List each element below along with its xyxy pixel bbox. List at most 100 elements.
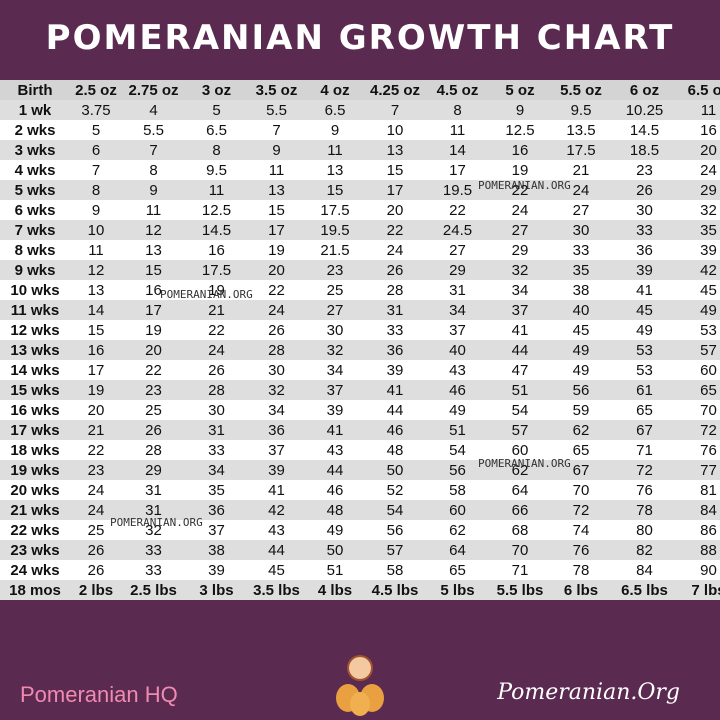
table-row: 10 wks 13 16 19 22 25 28 31 34 38 41 45 — [0, 280, 720, 300]
table-row: 18 wks 22 28 33 37 43 48 54 60 65 71 76 — [0, 440, 720, 460]
table-cell: 28 — [145, 441, 162, 459]
table-cell: 17 — [449, 161, 466, 179]
table-cell: 26 — [612, 180, 677, 200]
table-cell: 18 wks — [10, 441, 60, 459]
table-cell: 40 — [550, 300, 612, 320]
table-cell: 26 — [365, 260, 425, 280]
table-cell: 12.5 — [201, 201, 232, 219]
table-row: 8 wks 11 13 16 19 21.5 24 27 29 33 36 39 — [0, 240, 720, 260]
table-cell: 23 — [122, 380, 185, 400]
table-cell: 62 — [550, 420, 612, 440]
table-cell: 47 — [511, 361, 529, 379]
table-cell: 53 — [636, 361, 653, 379]
table-row: 24 wks 26 33 39 45 51 58 65 71 78 84 90 — [0, 560, 720, 580]
table-cell: 54 — [511, 401, 529, 419]
table-cell: 4 — [122, 100, 185, 120]
table-cell: 40 — [425, 340, 490, 360]
table-row: 17 wks 21 26 31 36 41 46 51 57 62 67 72 — [0, 420, 720, 440]
watermark: POMERANIAN.ORG — [478, 179, 571, 192]
table-cell: 9 — [330, 121, 340, 139]
table-cell: 7 — [122, 140, 185, 160]
table-cell: 78 — [572, 561, 590, 579]
table-cell: 44 — [305, 460, 365, 480]
table-row: 16 wks 20 25 30 34 39 44 49 54 59 65 70 — [0, 400, 720, 420]
footer-right: Pomeranian.Org — [497, 680, 680, 705]
table-cell: 60 — [511, 441, 529, 459]
table-cell: 76 — [636, 481, 653, 499]
table-cell: 54 — [365, 500, 425, 520]
watermark: POMERANIAN.ORG — [478, 457, 571, 470]
table-cell: 27 — [305, 300, 365, 320]
table-cell: 13.5 — [566, 121, 596, 139]
table-cell: 10 — [70, 220, 122, 240]
table-cell: 45 — [612, 300, 677, 320]
table-cell: 33 — [145, 561, 162, 579]
table-cell: 14 — [425, 140, 490, 160]
table-cell: 49 — [572, 361, 590, 379]
table-cell: 8 — [149, 161, 158, 179]
table-cell: 42 — [677, 260, 720, 280]
table-cell: 12.5 — [505, 121, 535, 139]
table-cell: 71 — [511, 561, 529, 579]
table-cell: 28 — [248, 340, 305, 360]
table-cell: 17 — [122, 300, 185, 320]
table-cell: 13 — [248, 180, 305, 200]
table-cell: 5.5 lbs — [490, 580, 550, 600]
table-cell: 65 — [636, 401, 653, 419]
table-cell: 71 — [636, 441, 653, 459]
table-cell: 22 — [449, 201, 466, 219]
table-cell: 17 — [248, 220, 305, 240]
table-cell: 46 — [365, 420, 425, 440]
table-cell: 33 — [208, 441, 225, 459]
table-cell: 49 — [636, 321, 653, 339]
table-cell: 19 — [70, 380, 122, 400]
table-cell: 68 — [511, 521, 529, 539]
table-cell: 41 — [305, 420, 365, 440]
table-cell: 74 — [572, 521, 590, 539]
table-cell: 11 — [185, 180, 248, 200]
table-cell: 19 — [145, 321, 162, 339]
table-cell: 15 — [87, 321, 105, 339]
table-cell: 9.5 — [206, 161, 227, 179]
table-cell: 24 — [70, 500, 122, 520]
table-cell: 22 — [208, 321, 225, 339]
table-cell: 17.5 — [550, 140, 612, 160]
table-cell: 34 — [326, 361, 344, 379]
table-cell: 20 — [122, 340, 185, 360]
table-cell: 21 wks — [0, 500, 70, 520]
table-cell: 43 — [326, 441, 344, 459]
table-cell: 48 — [386, 441, 404, 459]
table-cell: 36 — [248, 420, 305, 440]
table-cell: 51 — [490, 380, 550, 400]
table-cell: 37 — [305, 380, 365, 400]
table-cell: 3 wks — [0, 140, 70, 160]
table-cell: 24 — [386, 241, 404, 259]
table-cell: 23 — [70, 460, 122, 480]
table-cell: 26 — [122, 420, 185, 440]
table-cell: 2.75 oz — [122, 80, 185, 100]
table-cell: 30 — [208, 401, 225, 419]
table-cell: 6 oz — [612, 80, 677, 100]
table-cell: 5 lbs — [425, 580, 490, 600]
table-cell: 39 — [386, 361, 404, 379]
table-cell: 38 — [185, 540, 248, 560]
table-row: 19 wks 23 29 34 39 44 50 56 62 67 72 77 — [0, 460, 720, 480]
table-cell: 13 — [145, 241, 162, 259]
table-cell: 4 oz — [305, 80, 365, 100]
table-cell: 45 — [268, 561, 285, 579]
table-cell: 29 — [425, 260, 490, 280]
table-cell: 56 — [550, 380, 612, 400]
table-cell: 9 — [490, 100, 550, 120]
table-cell: 41 — [365, 380, 425, 400]
table-row: 6 wks 9 11 12.5 15 17.5 20 22 24 27 30 32 — [0, 200, 720, 220]
table-cell: 57 — [677, 340, 720, 360]
table-cell: 43 — [449, 361, 466, 379]
table-cell: 14.5 — [629, 121, 660, 139]
table-cell: 10.25 — [612, 100, 677, 120]
table-cell: 52 — [386, 481, 404, 499]
table-cell: 4.5 lbs — [365, 580, 425, 600]
table-row: 3 wks 6 7 8 9 11 13 14 16 17.5 18.5 20 — [0, 140, 720, 160]
table-cell: 22 wks — [10, 521, 60, 539]
table-row: 2 wks 5 5.5 6.5 7 9 10 11 12.5 13.5 14.5 16 — [0, 120, 720, 140]
table-cell: 30 — [636, 201, 653, 219]
